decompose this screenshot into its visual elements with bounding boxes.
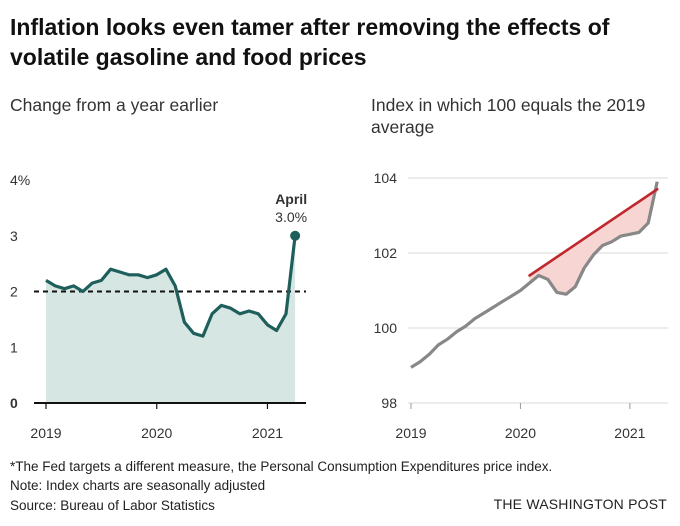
left-xtick-label: 2021 bbox=[252, 425, 283, 441]
left-ytick-label: 4% bbox=[10, 172, 30, 188]
annotation-label: April bbox=[275, 191, 307, 207]
right-ytick-label: 100 bbox=[374, 320, 398, 336]
april-endpoint-dot bbox=[290, 230, 301, 241]
left-xtick-label: 2019 bbox=[30, 425, 61, 441]
trend-line bbox=[528, 187, 659, 277]
left-area-fill bbox=[46, 235, 296, 403]
right-ytick-label: 102 bbox=[374, 245, 398, 261]
footnote-fed-measure: *The Fed targets a different measure, th… bbox=[10, 459, 553, 474]
right-index-line bbox=[410, 181, 659, 369]
left-ytick-label: 1 bbox=[10, 339, 18, 355]
gap-shaded-area bbox=[529, 181, 658, 295]
right-xtick-label: 2020 bbox=[505, 425, 536, 441]
left-ytick-label: 3 bbox=[10, 228, 18, 244]
annotation-value: 3.0% bbox=[275, 209, 307, 225]
right-xtick-label: 2019 bbox=[395, 425, 426, 441]
right-chart-subtitle: Index in which 100 equals the 2019 avera… bbox=[371, 95, 646, 137]
publisher-credit: THE WASHINGTON POST bbox=[493, 496, 667, 512]
left-chart-subtitle: Change from a year earlier bbox=[10, 95, 219, 115]
left-xtick-label: 2020 bbox=[141, 425, 172, 441]
right-xtick-label: 2021 bbox=[614, 425, 645, 441]
chart-title: Inflation looks even tamer after removin… bbox=[10, 14, 610, 70]
right-ytick-label: 98 bbox=[381, 395, 397, 411]
right-ytick-label: 104 bbox=[374, 170, 398, 186]
footnote-seasonal: Note: Index charts are seasonally adjust… bbox=[10, 478, 266, 493]
left-series-line bbox=[45, 235, 297, 338]
source-note: Source: Bureau of Labor Statistics bbox=[10, 498, 215, 513]
left-ytick-label: 0 bbox=[10, 395, 18, 411]
left-ytick-label: 2 bbox=[10, 284, 18, 300]
